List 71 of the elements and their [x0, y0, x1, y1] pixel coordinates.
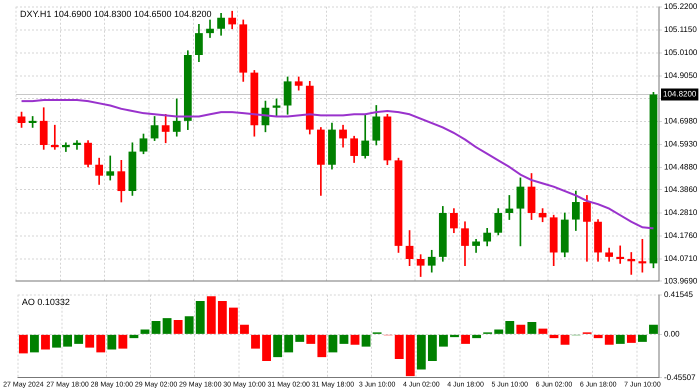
ref-line-label: 104.8200	[663, 90, 697, 99]
y-tick-label: 104.6980	[664, 116, 698, 126]
y-tick-label: 104.2810	[664, 208, 698, 217]
bar	[550, 334, 558, 338]
bar	[129, 334, 138, 338]
bar	[317, 334, 326, 358]
bar	[494, 330, 504, 334]
bar	[306, 334, 316, 344]
bar	[527, 322, 536, 334]
y-tick-label: 104.4880	[664, 162, 698, 172]
bar	[96, 334, 106, 352]
y-tick-label: 104.0710	[664, 254, 698, 264]
bar	[41, 334, 50, 350]
bar	[52, 334, 61, 348]
bar	[649, 324, 658, 334]
bar	[416, 334, 426, 370]
bar	[140, 330, 150, 334]
y-tick-label: 104.5930	[664, 140, 698, 149]
bar	[516, 324, 526, 334]
bar	[616, 334, 625, 344]
bar	[362, 334, 370, 347]
bar	[74, 334, 84, 344]
bar	[152, 321, 160, 334]
bar	[284, 334, 294, 352]
bar	[162, 318, 172, 334]
bar	[560, 334, 570, 345]
candlestick	[206, 20, 214, 38]
bar	[262, 334, 271, 361]
bar	[472, 334, 482, 338]
bar	[428, 334, 437, 361]
y-tick-label: 104.9050	[664, 71, 698, 80]
y-tick-label: -0.45507	[664, 372, 696, 382]
bar	[273, 334, 282, 358]
bar	[240, 324, 249, 334]
y-tick-label: 104.3860	[664, 184, 698, 194]
bar	[196, 301, 205, 334]
chart-title: DXY.H1 104.6900 104.8300 104.6500 104.8200	[20, 8, 212, 19]
bar	[350, 334, 360, 345]
bar	[174, 320, 183, 334]
bar	[604, 334, 614, 345]
bar	[228, 308, 238, 334]
bar	[328, 334, 338, 352]
bar	[406, 334, 415, 376]
bar	[295, 334, 304, 342]
bar	[184, 316, 194, 334]
bar	[340, 334, 348, 344]
bar	[63, 334, 72, 347]
bar	[439, 334, 448, 347]
y-tick-label: 0.41545	[664, 290, 694, 300]
y-tick-label: 104.1760	[664, 231, 698, 240]
bar	[85, 334, 94, 348]
bar	[538, 328, 548, 334]
bar	[505, 321, 514, 334]
y-tick-label: 103.9690	[664, 276, 698, 286]
bar	[461, 334, 470, 344]
bar	[206, 296, 216, 334]
bar	[18, 334, 28, 354]
y-tick-label: 105.2200	[664, 2, 698, 12]
chart-title: AO 0.10332	[22, 296, 70, 307]
candlestick	[272, 98, 280, 117]
bar	[638, 334, 647, 342]
y-tick-label: 0.00	[664, 330, 680, 339]
y-tick-label: 105.0100	[664, 48, 698, 58]
y-tick-label: 105.1150	[664, 25, 698, 34]
bar	[394, 334, 404, 360]
bar	[626, 334, 636, 343]
bar	[251, 334, 260, 349]
bar	[107, 334, 116, 350]
bar	[118, 334, 128, 349]
bar	[30, 334, 39, 352]
bar	[218, 301, 227, 334]
